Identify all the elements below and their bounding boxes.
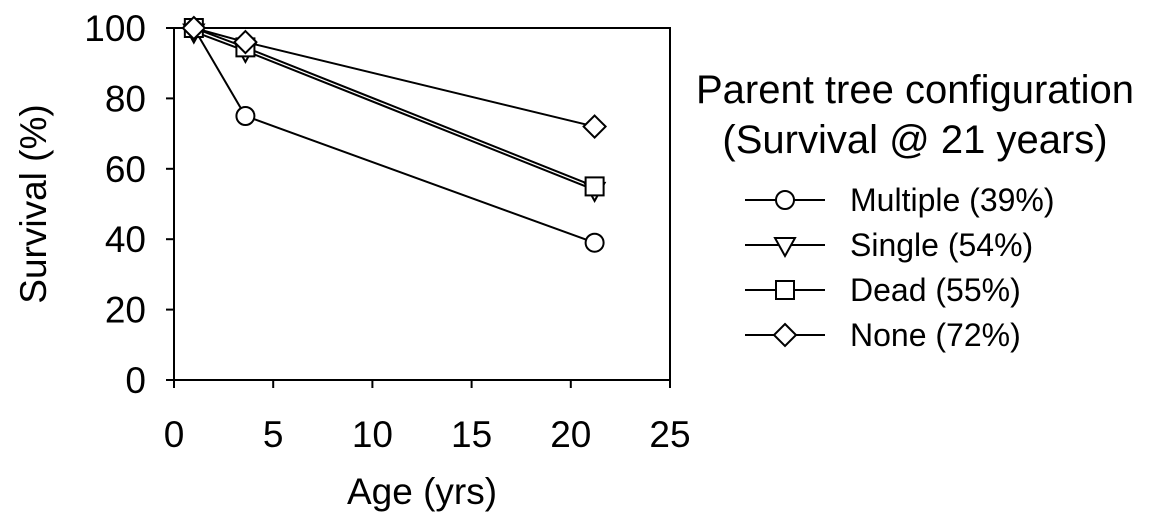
legend-entries: Multiple (39%) Single (54%) Dead (55%) None… [745,182,1055,353]
y-tick-label: 0 [125,360,146,401]
y-axis-title: Survival (%) [13,104,54,303]
legend-entry: Single (54%) [745,227,1033,263]
series-line [192,27,595,244]
legend: Parent tree configuration (Survival @ 21… [696,68,1134,353]
legend-entry: None (72%) [745,317,1021,353]
legend-title-line2: (Survival @ 21 years) [722,118,1107,162]
legend-marker-diamond [772,322,798,348]
plot-area [173,27,671,381]
legend-label: Single (54%) [850,227,1033,263]
y-tick-label: 20 [105,290,146,331]
x-tick-label: 0 [164,414,185,455]
data-point-diamond [233,29,258,55]
x-tick-label: 25 [649,414,690,455]
legend-label: Dead (55%) [850,272,1021,308]
x-tick-label: 15 [451,414,492,455]
legend-marker-circle [775,190,795,210]
x-axis-ticks: 0 5 10 15 20 25 [164,380,691,455]
legend-marker-square [775,280,795,300]
x-axis-title: Age (yrs) [347,471,497,512]
data-point-circle [235,106,256,126]
legend-entry: Multiple (39%) [745,182,1055,218]
y-tick-label: 100 [84,8,146,49]
y-tick-label: 60 [105,149,146,190]
series-group [181,15,608,253]
x-tick-label: 10 [352,414,393,455]
series-diamond [181,15,608,139]
data-point-square [584,176,605,197]
data-point-diamond [582,114,608,139]
y-axis-ticks: 0 20 40 60 80 100 [84,8,174,401]
x-tick-label: 5 [263,414,284,455]
legend-label: None (72%) [850,317,1021,353]
legend-title-line1: Parent tree configuration [696,68,1134,112]
data-point-diamond [181,15,207,41]
y-tick-label: 40 [105,219,146,260]
legend-marker-triangle-down [773,237,797,259]
x-tick-label: 20 [550,414,591,455]
legend-entry: Dead (55%) [745,272,1021,308]
y-tick-label: 80 [105,78,146,119]
legend-label: Multiple (39%) [850,182,1055,218]
data-point-circle [584,232,605,253]
